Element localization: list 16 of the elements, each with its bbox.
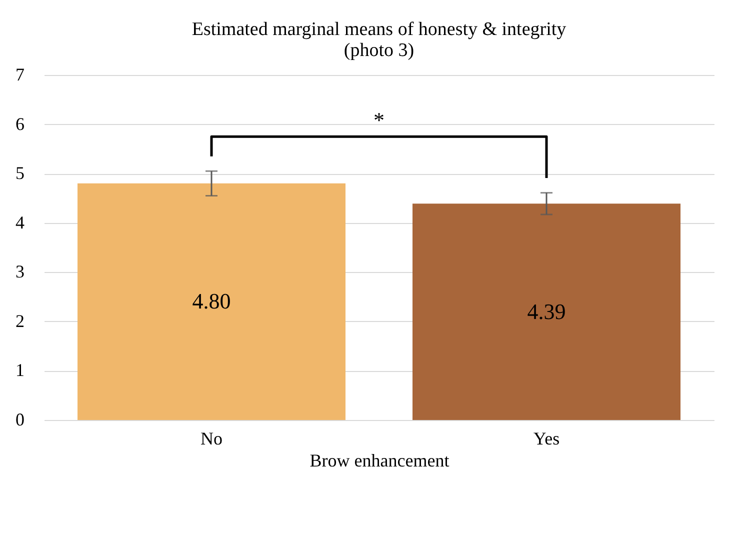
data-label: 4.39 xyxy=(527,298,566,324)
x-axis-title: Brow enhancement xyxy=(310,450,450,470)
y-tick-label: 0 xyxy=(16,410,24,430)
y-tick-label: 7 xyxy=(16,64,24,84)
annotation: * xyxy=(374,108,384,133)
text: Estimated marginal means of honesty & integrity xyxy=(192,19,566,40)
y-tick-label: 5 xyxy=(16,163,24,184)
y-tick-label: 1 xyxy=(16,360,24,380)
y-tick-label: 3 xyxy=(16,262,24,282)
y-tick-label: 6 xyxy=(16,114,24,134)
x-tick-label: No xyxy=(200,428,222,448)
y-tick-label: 2 xyxy=(16,310,24,331)
x-tick-label: Yes xyxy=(533,428,560,448)
data-label: 4.80 xyxy=(192,288,231,314)
y-tick-label: 4 xyxy=(16,212,24,232)
text: (photo 3) xyxy=(344,40,414,61)
